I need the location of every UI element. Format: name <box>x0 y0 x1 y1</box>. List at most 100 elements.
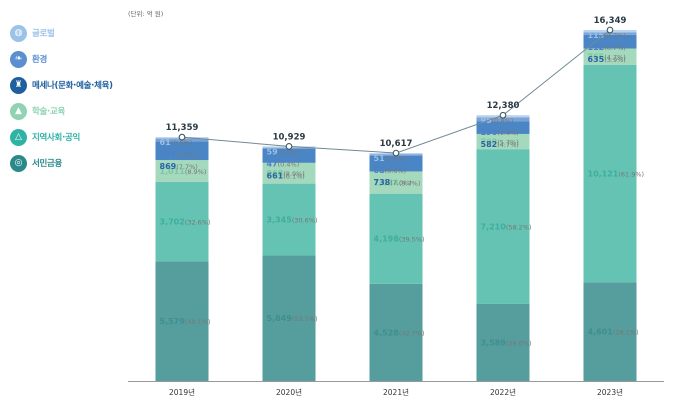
legend-item-seomin: ◎ 서민금융 <box>10 150 113 176</box>
data-label-value: 661 <box>267 171 284 180</box>
data-label-percent: (28.1%) <box>613 329 639 337</box>
data-label-percent: (0.6%) <box>385 167 407 175</box>
bar-segment-jiyeok <box>262 183 316 256</box>
x-tick-label: 2021년 <box>383 387 409 397</box>
data-label-jiyeok: 4,198(39.5%) <box>374 235 425 244</box>
data-label-value: 61 <box>160 138 172 147</box>
data-label-percent: (0.8%) <box>492 117 514 125</box>
data-label-value: 582 <box>481 140 498 149</box>
data-label-hwangyeong: 112(0.7%) <box>588 43 626 52</box>
data-label-global: 61(0.5%) <box>160 138 193 147</box>
data-label-value: 47 <box>267 159 278 168</box>
bar-segment-jiyeok <box>583 64 637 283</box>
legend-label: 메세나(문화·예술·체육) <box>32 81 113 91</box>
total-label: 10,929 <box>273 132 306 142</box>
bar-segment-haksul <box>476 133 530 150</box>
data-label-value: 4,528 <box>374 328 400 337</box>
data-label-percent: (3.9%) <box>604 56 626 64</box>
data-label-value: 738 <box>374 178 391 187</box>
data-label-percent: (0.7%) <box>604 44 626 52</box>
data-label-mesena: 582(4.7%) <box>481 140 519 149</box>
data-label-haksul: 708(5.7%) <box>481 138 519 147</box>
legend-label: 환경 <box>32 55 48 65</box>
total-label: 10,617 <box>380 139 413 149</box>
data-label-percent: (53.5%) <box>292 315 318 323</box>
data-label-value: 10,121 <box>588 170 619 179</box>
data-label-value: 4,601 <box>588 328 614 337</box>
data-label-value: 1,034 <box>374 179 400 188</box>
x-tick-label: 2023년 <box>597 387 623 397</box>
data-label-global: 59(0.5%) <box>267 147 300 156</box>
data-label-seomin: 5,579(49.1%) <box>160 317 211 326</box>
bar-segment-seomin <box>583 282 637 381</box>
data-label-value: 869 <box>160 162 177 171</box>
data-label-value: 635 <box>588 55 605 64</box>
legend-label: 학술·교육 <box>32 107 66 117</box>
data-label-percent: (0.5%) <box>171 139 193 147</box>
legend-label: 지역사회·공익 <box>32 133 81 143</box>
bar-segment-haksul <box>262 162 316 184</box>
data-label-percent: (29.0%) <box>506 339 532 347</box>
data-label-value: 5,849 <box>267 314 293 323</box>
data-label-seomin: 3,589(29.0%) <box>481 338 532 347</box>
data-label-percent: (1.2%) <box>176 151 198 159</box>
data-label-global: 115(0.7%) <box>588 31 626 40</box>
data-label-jiyeok: 3,702(32.6%) <box>160 217 211 226</box>
data-label-percent: (32.6%) <box>185 218 211 226</box>
x-tick-label: 2020년 <box>276 387 302 397</box>
coins-icon: ◎ <box>10 154 27 172</box>
bar-segment-seomin <box>262 255 316 381</box>
data-label-mesena: 869(7.7%) <box>160 162 198 171</box>
total-point <box>499 111 507 119</box>
data-label-value: 196 <box>481 128 498 137</box>
data-label-value: 3,345 <box>267 216 293 225</box>
data-label-percent: (0.5%) <box>278 148 300 156</box>
data-label-jiyeok: 3,345(30.6%) <box>267 216 318 225</box>
data-label-seomin: 4,601(28.1%) <box>588 328 639 337</box>
bar-segment-haksul <box>369 171 423 194</box>
data-label-percent: (0.7%) <box>604 32 626 40</box>
data-label-haksul: 1,011(8.9%) <box>160 167 207 176</box>
data-label-value: 5,579 <box>160 317 186 326</box>
data-label-value: 59 <box>267 147 279 156</box>
total-label: 16,349 <box>594 16 627 26</box>
data-label-value: 137 <box>160 150 177 159</box>
bar-segment-mesena <box>583 34 637 49</box>
total-point <box>178 133 186 141</box>
data-label-percent: (4.7%) <box>604 54 626 62</box>
data-label-jiyeok: 10,121(61.9%) <box>588 170 645 179</box>
data-label-percent: (1.6%) <box>497 129 519 137</box>
graduation-cap-icon: ▲ <box>10 102 27 120</box>
globe-icon: ◍ <box>10 24 27 42</box>
data-label-seomin: 4,528(42.7%) <box>374 328 425 337</box>
legend-item-hwangyeong: ❧ 환경 <box>10 46 113 72</box>
data-label-value: 968 <box>267 169 284 178</box>
data-label-value: 3,702 <box>160 217 185 226</box>
data-label-percent: (8.9%) <box>185 168 207 176</box>
data-label-percent: (9.7%) <box>399 180 421 188</box>
bar-segment-mesena <box>155 141 209 161</box>
x-tick-label: 2022년 <box>490 387 516 397</box>
data-label-mesena: 738(7.0%) <box>374 178 412 187</box>
bar-segment-mesena <box>369 155 423 172</box>
data-label-percent: (42.7%) <box>399 329 425 337</box>
data-label-percent: (6.1%) <box>283 172 305 180</box>
bar-segment-jiyeok <box>476 149 530 304</box>
chart-legend: ◍ 글로벌 ❧ 환경 ♜ 메세나(문화·예술·체육) ▲ 학술·교육 △ 지역사회·공익 ◎ 서민금융 <box>10 20 113 176</box>
bar-segment-seomin <box>155 261 209 381</box>
data-label-percent: (7.0%) <box>390 179 412 187</box>
data-label-seomin: 5,849(53.5%) <box>267 314 318 323</box>
data-label-mesena: 635(3.9%) <box>588 55 626 64</box>
data-label-percent: (61.9%) <box>618 171 644 179</box>
legend-label: 글로벌 <box>32 29 55 39</box>
data-label-percent: (39.5%) <box>399 236 425 244</box>
community-icon: △ <box>10 128 27 146</box>
data-label-haksul: 765(4.7%) <box>588 53 626 62</box>
data-label-percent: (8.9%) <box>283 170 305 178</box>
data-label-value: 7,210 <box>481 223 507 232</box>
trophy-icon: ♜ <box>10 76 27 94</box>
data-label-hwangyeong: 196(1.6%) <box>481 128 519 137</box>
data-label-value: 708 <box>481 138 498 147</box>
data-label-value: 68 <box>374 166 386 175</box>
